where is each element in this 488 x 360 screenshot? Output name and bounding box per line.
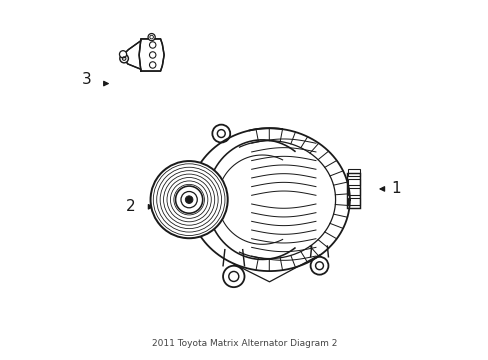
Text: 2011 Toyota Matrix Alternator Diagram 2: 2011 Toyota Matrix Alternator Diagram 2 — [151, 339, 337, 348]
Bar — [346, 173, 360, 208]
Circle shape — [148, 33, 155, 41]
Circle shape — [119, 51, 126, 58]
Circle shape — [185, 196, 193, 203]
Polygon shape — [123, 41, 141, 69]
Circle shape — [175, 186, 203, 213]
Circle shape — [120, 54, 128, 63]
Bar — [347, 179, 359, 185]
Bar — [347, 198, 359, 205]
Circle shape — [150, 161, 227, 238]
Text: 2: 2 — [126, 199, 135, 214]
Bar — [347, 169, 359, 176]
Polygon shape — [139, 39, 164, 71]
Bar — [347, 188, 359, 195]
Text: 1: 1 — [391, 181, 401, 197]
Text: 3: 3 — [81, 72, 91, 87]
